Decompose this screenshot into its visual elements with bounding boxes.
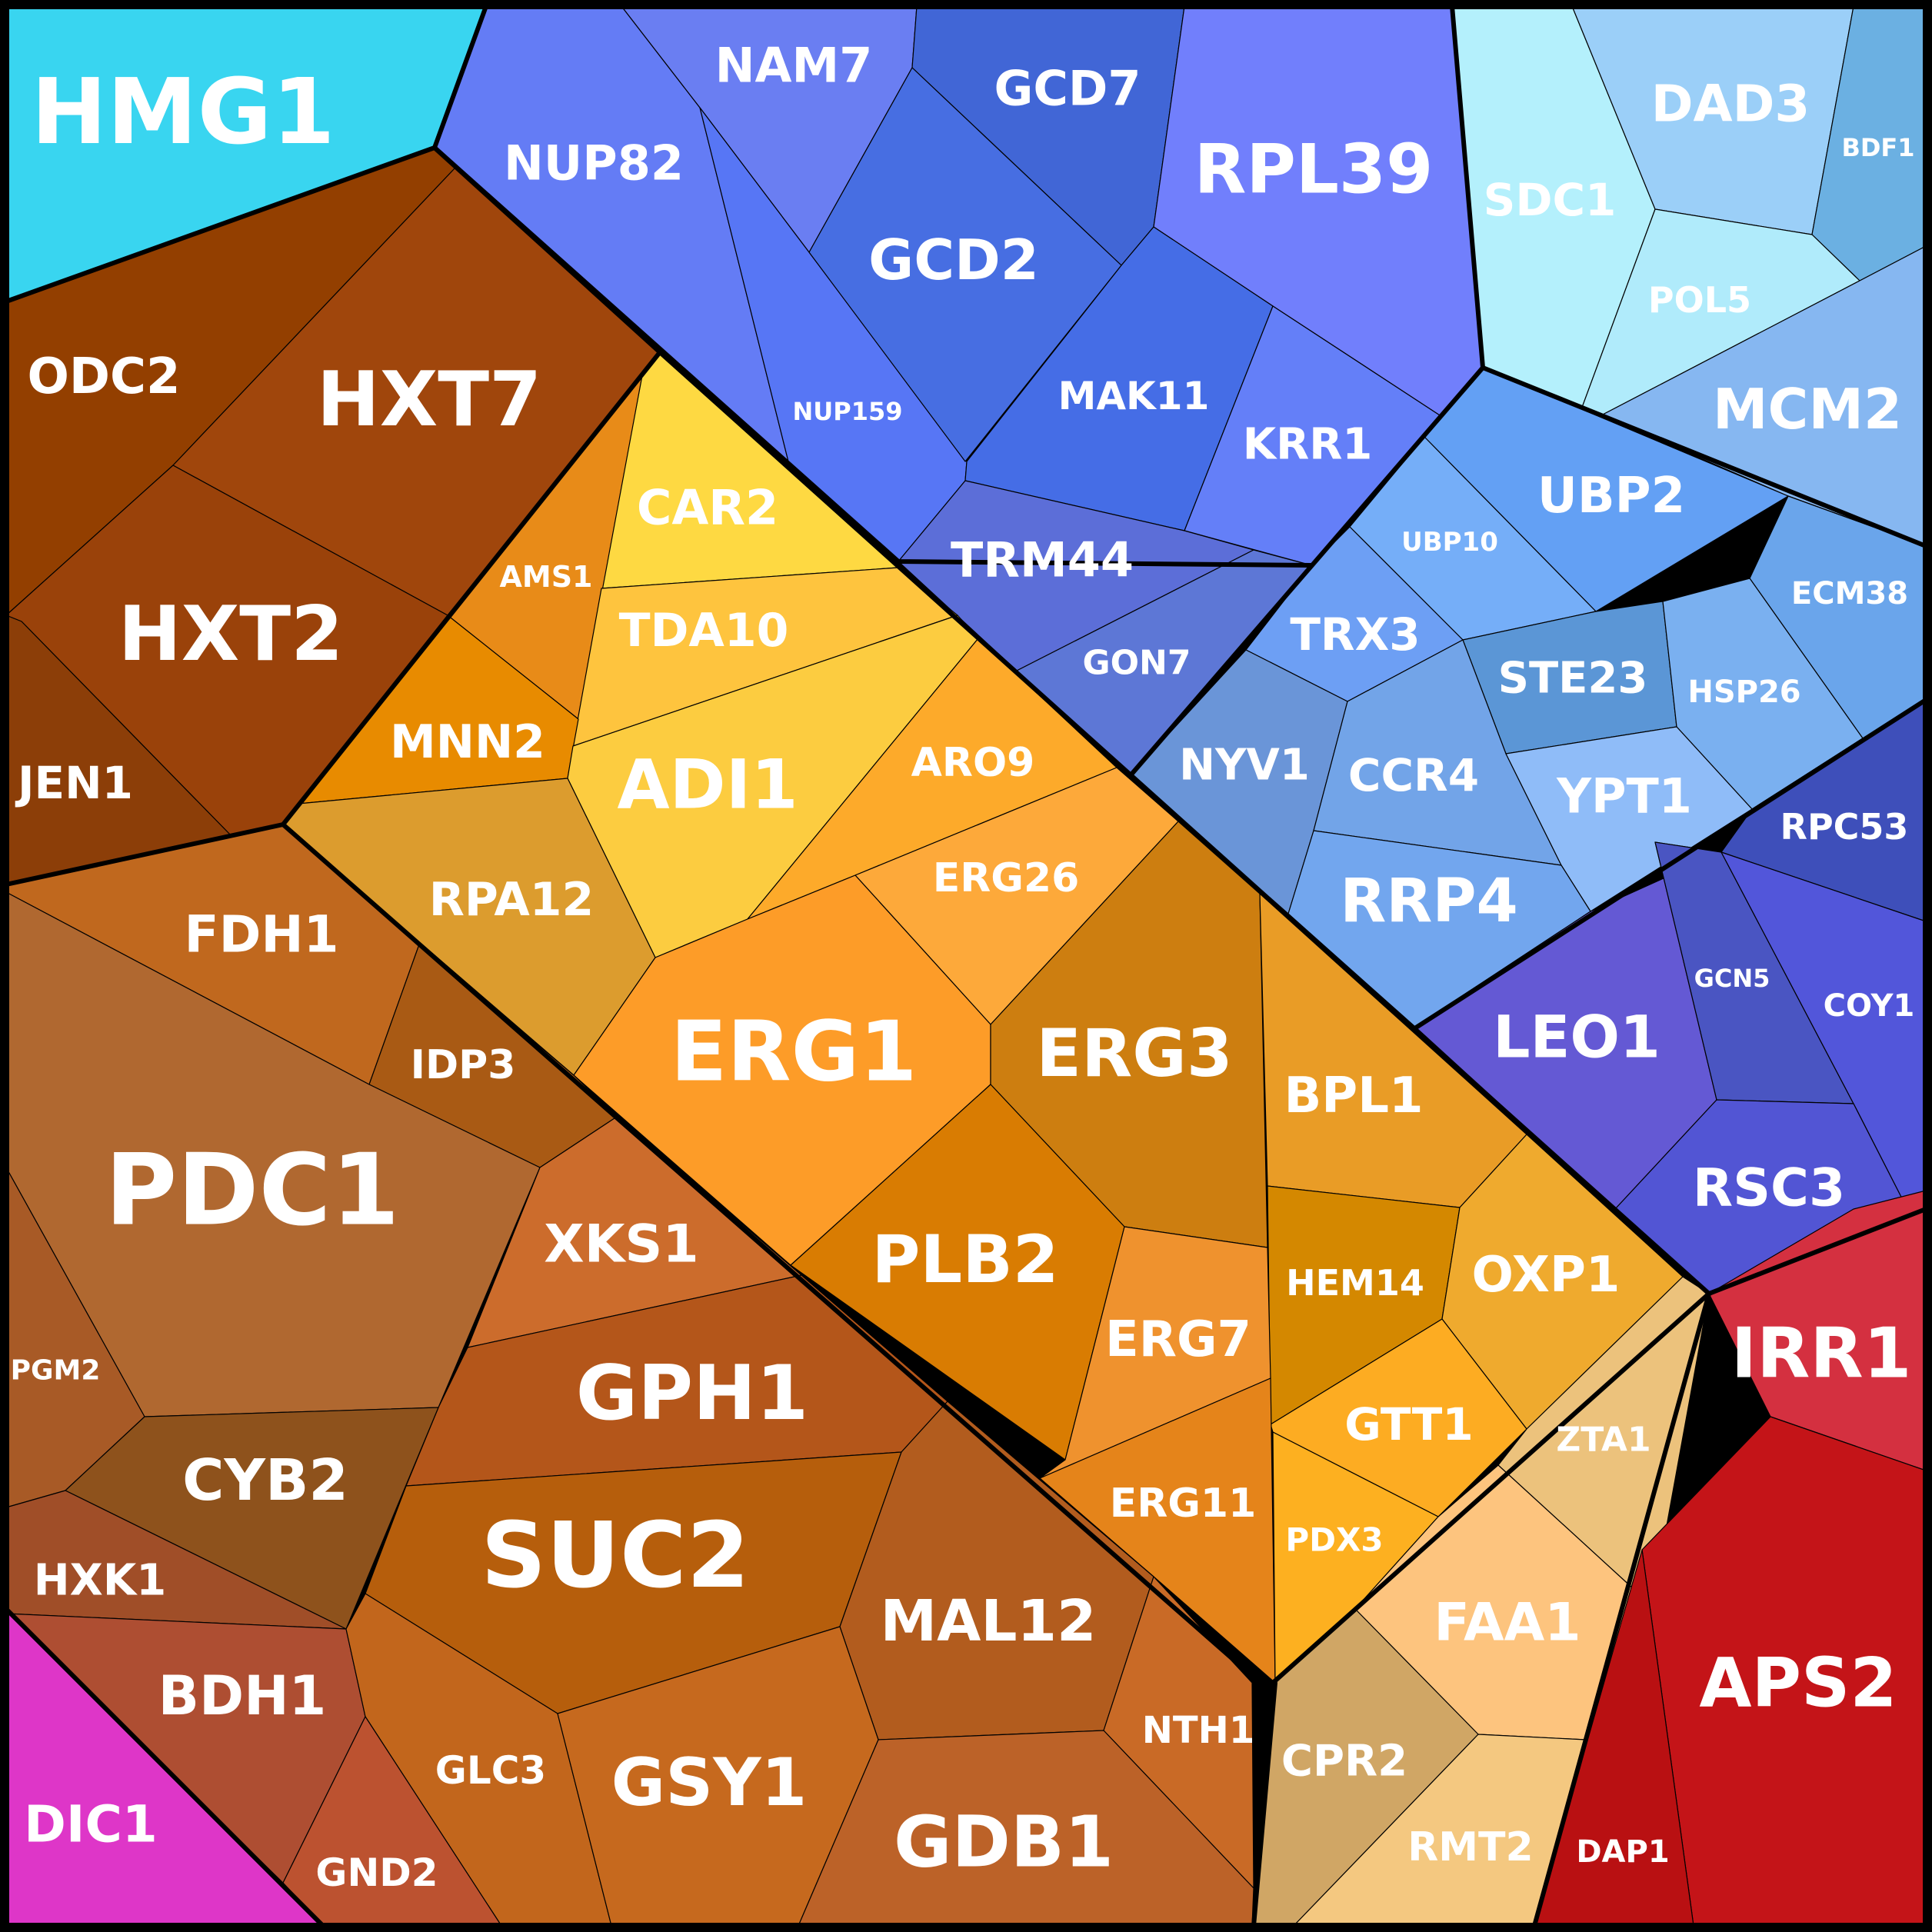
- cell-label-irr1: IRR1: [1731, 1314, 1912, 1394]
- cell-label-ccr4: CCR4: [1348, 749, 1479, 801]
- cell-label-dap1: DAP1: [1576, 1834, 1669, 1870]
- cell-label-zta1: ZTA1: [1556, 1421, 1651, 1460]
- group-boundary: [1481, 365, 1928, 548]
- cell-label-hmg1: HMG1: [31, 58, 335, 165]
- cell-label-rpa12: RPA12: [429, 873, 595, 927]
- cell-label-ubp2: UBP2: [1537, 468, 1685, 525]
- cell-label-oxp1: OXP1: [1472, 1247, 1621, 1304]
- cell-label-aro9: ARO9: [911, 740, 1035, 786]
- cell-label-odc2: ODC2: [27, 348, 180, 405]
- cell-label-leo1: LEO1: [1493, 1003, 1661, 1071]
- group-boundary: [1707, 1207, 1928, 1296]
- cell-label-jen1: JEN1: [15, 757, 133, 809]
- cell-label-erg1: ERG1: [671, 1004, 918, 1101]
- group-boundary: [432, 145, 1711, 1296]
- cell-label-cyb2: CYB2: [182, 1447, 348, 1514]
- cell-label-plb2: PLB2: [871, 1221, 1058, 1298]
- cell-label-gcd7: GCD7: [994, 61, 1141, 117]
- cell-label-trm44: TRM44: [951, 532, 1134, 588]
- group-boundary: [1251, 1681, 1277, 1928]
- cell-label-sdc1: SDC1: [1484, 174, 1617, 226]
- cell-label-aps2: APS2: [1699, 1644, 1897, 1723]
- cell-label-rsc3: RSC3: [1693, 1158, 1846, 1219]
- cell-label-krr1: KRR1: [1243, 420, 1373, 470]
- group-boundary: [1411, 698, 1928, 1031]
- cell-label-cpr2: CPR2: [1281, 1737, 1407, 1787]
- group-boundary: [432, 4, 1314, 568]
- cell-label-erg7: ERG7: [1105, 1311, 1251, 1368]
- cell-gdb1[interactable]: [798, 1730, 1254, 1927]
- cell-label-xks1: XKS1: [544, 1214, 698, 1275]
- cell-label-gph1: GPH1: [576, 1350, 808, 1437]
- cell-label-rmt2: RMT2: [1407, 1824, 1533, 1870]
- cell-label-ste23: STE23: [1498, 654, 1648, 704]
- cell-label-hsp26: HSP26: [1687, 675, 1800, 710]
- group-boundary: [4, 1607, 325, 1928]
- cell-gtt1[interactable]: [1270, 1318, 1527, 1517]
- cell-label-bdh1: BDH1: [158, 1664, 327, 1727]
- group-boundary: [1532, 1291, 1711, 1928]
- cell-label-hem14: HEM14: [1286, 1262, 1424, 1304]
- cell-label-car2: CAR2: [637, 480, 778, 536]
- cell-label-ubp10: UBP10: [1401, 527, 1498, 558]
- cell-label-hxt7: HXT7: [317, 356, 542, 444]
- cell-label-bpl1: BPL1: [1284, 1068, 1424, 1124]
- cell-label-hxt2: HXT2: [118, 591, 344, 678]
- cell-gcd2[interactable]: [808, 67, 1122, 462]
- cell-label-gcd2: GCD2: [868, 228, 1039, 292]
- cell-label-idp3: IDP3: [411, 1042, 516, 1088]
- cell-label-dic1: DIC1: [24, 1795, 158, 1854]
- cell-label-adi1: ADI1: [617, 745, 798, 824]
- cell-label-pgm2: PGM2: [11, 1355, 101, 1387]
- cell-label-nup82: NUP82: [504, 135, 684, 192]
- cell-label-gcn5: GCN5: [1694, 964, 1770, 993]
- cell-label-gtt1: GTT1: [1344, 1398, 1473, 1451]
- group-boundary: [1271, 1291, 1711, 1685]
- cell-label-tda10: TDA10: [619, 604, 789, 658]
- cell-label-trx3: TRX3: [1290, 608, 1420, 661]
- cell-label-erg26: ERG26: [933, 855, 1080, 901]
- cell-label-rpc53: RPC53: [1780, 806, 1909, 848]
- cell-label-dad3: DAD3: [1651, 75, 1810, 134]
- cell-label-pol5: POL5: [1648, 279, 1751, 321]
- cell-label-suc2: SUC2: [481, 1502, 750, 1608]
- cell-label-fdh1: FDH1: [184, 905, 338, 964]
- cell-label-hxk1: HXK1: [34, 1556, 166, 1606]
- cell-label-erg3: ERG3: [1036, 1015, 1232, 1092]
- cell-label-mal12: MAL12: [880, 1588, 1096, 1654]
- cell-label-rrp4: RRP4: [1340, 867, 1518, 936]
- cell-label-pdx3: PDX3: [1285, 1521, 1383, 1559]
- cell-label-coy1: COY1: [1824, 988, 1915, 1024]
- cell-label-nam7: NAM7: [715, 38, 873, 94]
- cell-label-rpl39: RPL39: [1194, 130, 1434, 209]
- cell-label-ypt1: YPT1: [1556, 768, 1692, 824]
- cell-label-gdb1: GDB1: [894, 1801, 1114, 1884]
- cell-label-mcm2: MCM2: [1713, 377, 1902, 441]
- cell-label-gsy1: GSY1: [611, 1744, 808, 1821]
- cell-label-bdf1: BDF1: [1841, 133, 1914, 162]
- group-boundary: [281, 350, 662, 827]
- cell-label-erg11: ERG11: [1110, 1481, 1257, 1527]
- cell-label-faa1: FAA1: [1434, 1593, 1581, 1654]
- cell-label-mak11: MAK11: [1058, 374, 1210, 418]
- cell-label-ecm38: ECM38: [1791, 576, 1908, 611]
- cell-label-mnn2: MNN2: [390, 715, 545, 769]
- group-boundary: [4, 145, 437, 304]
- cell-label-ams1: AMS1: [499, 560, 592, 594]
- cell-label-gon7: GON7: [1083, 644, 1191, 683]
- cell-label-gnd2: GND2: [315, 1850, 438, 1895]
- cell-label-pdc1: PDC1: [105, 1134, 399, 1248]
- group-boundary: [4, 822, 1275, 1685]
- cell-label-glc3: GLC3: [435, 1748, 546, 1793]
- cell-label-nyv1: NYV1: [1179, 741, 1310, 791]
- cell-label-nth1: NTH1: [1142, 1709, 1254, 1752]
- cell-label-nup159: NUP159: [792, 397, 902, 426]
